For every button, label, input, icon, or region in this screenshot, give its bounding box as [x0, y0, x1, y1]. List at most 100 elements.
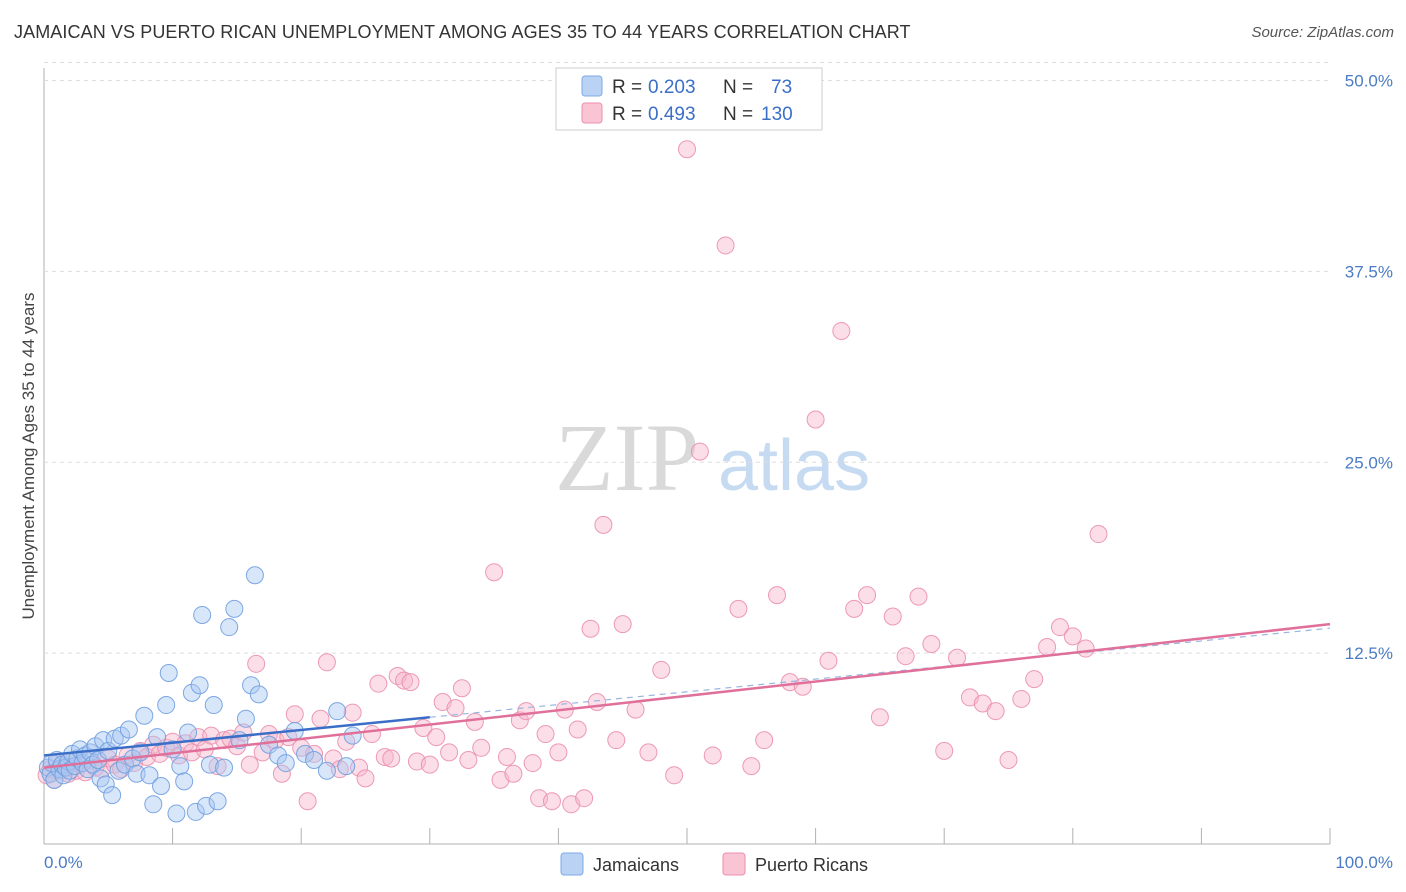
- puerto-ricans-point-57: [375, 747, 394, 766]
- legend-n-value-jamaicans: 73: [771, 77, 792, 98]
- puerto-ricans-point-97: [678, 140, 696, 159]
- puerto-ricans-point-95: [652, 660, 671, 679]
- puerto-ricans-point-127: [1063, 627, 1082, 646]
- puerto-ricans-point-46: [305, 744, 324, 763]
- legend-r-label-jamaicans: R =: [612, 77, 642, 98]
- puerto-ricans-point-65: [427, 728, 446, 747]
- watermark-zip: ZIP: [555, 404, 699, 511]
- puerto-ricans-point-111: [858, 586, 877, 605]
- jamaicans-point-67: [296, 744, 315, 763]
- jamaicans-point-40: [157, 696, 176, 715]
- y-axis-label: Unemployment Among Ages 35 to 44 years: [19, 293, 38, 620]
- jamaicans-point-45: [175, 772, 194, 791]
- jamaicans-trend-extension: [429, 627, 1331, 718]
- jamaicans-point-44: [171, 757, 190, 776]
- puerto-ricans-point-117: [935, 741, 954, 760]
- puerto-ricans-point-54: [356, 769, 375, 788]
- y-tick-label-2: 37.5%: [1345, 262, 1393, 281]
- jamaicans-point-52: [200, 755, 219, 774]
- puerto-ricans-point-114: [896, 647, 915, 666]
- legend-swatch-puerto-ricans: [581, 102, 603, 124]
- puerto-ricans-point-100: [716, 236, 735, 255]
- jamaicans-point-22: [91, 769, 110, 788]
- source-credit: Source: ZipAtlas.com: [1251, 24, 1394, 41]
- jamaicans-point-3: [45, 770, 64, 789]
- puerto-ricans-point-73: [485, 563, 504, 582]
- puerto-ricans-point-78: [517, 702, 536, 721]
- puerto-ricans-point-99: [703, 746, 722, 765]
- jamaicans-point-35: [135, 706, 154, 725]
- jamaicans-point-41: [159, 663, 178, 682]
- puerto-ricans-point-87: [575, 789, 594, 808]
- puerto-ricans-point-70: [459, 751, 478, 770]
- puerto-ricans-point-82: [542, 792, 561, 811]
- bottom-legend-swatch-puerto-ricans: [722, 852, 746, 876]
- puerto-ricans-point-89: [587, 692, 606, 711]
- jamaicans-point-36: [140, 766, 159, 785]
- legend-r-value-puerto-ricans: 0.493: [648, 104, 696, 125]
- puerto-ricans-point-61: [401, 673, 420, 692]
- puerto-ricans-point-69: [452, 679, 471, 698]
- legend-r-label-puerto-ricans: R =: [612, 104, 642, 125]
- puerto-ricans-point-122: [999, 751, 1018, 770]
- puerto-ricans-point-91: [607, 731, 626, 750]
- watermark-atlas: atlas: [718, 426, 870, 506]
- jamaicans-point-60: [242, 676, 261, 695]
- jamaicans-point-24: [96, 775, 115, 794]
- jamaicans-point-49: [190, 676, 209, 695]
- jamaicans-point-71: [337, 757, 356, 776]
- puerto-ricans-point-64: [420, 755, 439, 774]
- puerto-ricans-point-56: [369, 674, 388, 693]
- jamaicans-point-37: [144, 795, 163, 814]
- x-tick-marks: [43, 828, 1331, 844]
- puerto-ricans-point-109: [832, 321, 851, 340]
- x-tick-label-max: 100.0%: [1335, 853, 1393, 872]
- jamaicans-point-50: [193, 605, 212, 624]
- puerto-ricans-point-126: [1050, 618, 1069, 637]
- series-legend: Jamaicans Puerto Ricans: [560, 852, 868, 876]
- puerto-ricans-point-101: [729, 599, 748, 618]
- puerto-ricans-point-55: [362, 725, 381, 744]
- puerto-ricans-point-123: [1012, 689, 1031, 708]
- puerto-ricans-trend-line: [43, 622, 1331, 769]
- puerto-ricans-point-104: [768, 586, 787, 605]
- puerto-ricans-point-41: [272, 764, 291, 783]
- jamaicans-point-26: [103, 786, 122, 805]
- jamaicans-point-55: [215, 758, 234, 777]
- jamaicans-point-31: [119, 720, 138, 739]
- puerto-ricans-point-129: [1089, 525, 1108, 544]
- jamaicans-point-14: [71, 740, 90, 759]
- puerto-ricans-point-92: [613, 615, 632, 634]
- jamaicans-point-54: [208, 792, 227, 811]
- puerto-ricans-point-52: [343, 703, 362, 722]
- puerto-ricans-point-72: [472, 738, 491, 757]
- jamaicans-point-64: [269, 746, 288, 765]
- puerto-ricans-point-53: [350, 758, 369, 777]
- jamaicans-point-43: [167, 804, 186, 823]
- legend-n-value-puerto-ricans: 130: [761, 104, 793, 125]
- puerto-ricans-point-58: [382, 749, 401, 768]
- jamaicans-point-69: [317, 761, 336, 780]
- y-tick-label-0: 12.5%: [1345, 644, 1393, 663]
- x-tick-label-min: 0.0%: [44, 853, 83, 872]
- bottom-legend-swatch-jamaicans: [560, 852, 584, 876]
- puerto-ricans-point-103: [755, 731, 774, 750]
- puerto-ricans-point-75: [497, 747, 516, 766]
- puerto-ricans-point-112: [870, 708, 889, 727]
- jamaicans-point-65: [276, 754, 295, 773]
- jamaicans-point-68: [305, 751, 324, 770]
- puerto-ricans-point-31: [208, 757, 227, 776]
- puerto-ricans-point-98: [690, 442, 709, 461]
- legend-swatch-jamaicans: [581, 75, 603, 97]
- bottom-legend-label-jamaicans: Jamaicans: [593, 855, 679, 875]
- puerto-ricans-point-88: [581, 619, 600, 638]
- jamaicans-point-56: [220, 618, 239, 637]
- puerto-ricans-point-60: [395, 671, 414, 690]
- puerto-ricans-point-116: [922, 634, 941, 653]
- jamaicans-point-51: [197, 796, 216, 815]
- legend-n-label-jamaicans: N =: [723, 77, 753, 98]
- jamaicans-point-53: [204, 696, 223, 715]
- puerto-ricans-point-118: [948, 648, 967, 667]
- puerto-ricans-point-107: [806, 410, 825, 429]
